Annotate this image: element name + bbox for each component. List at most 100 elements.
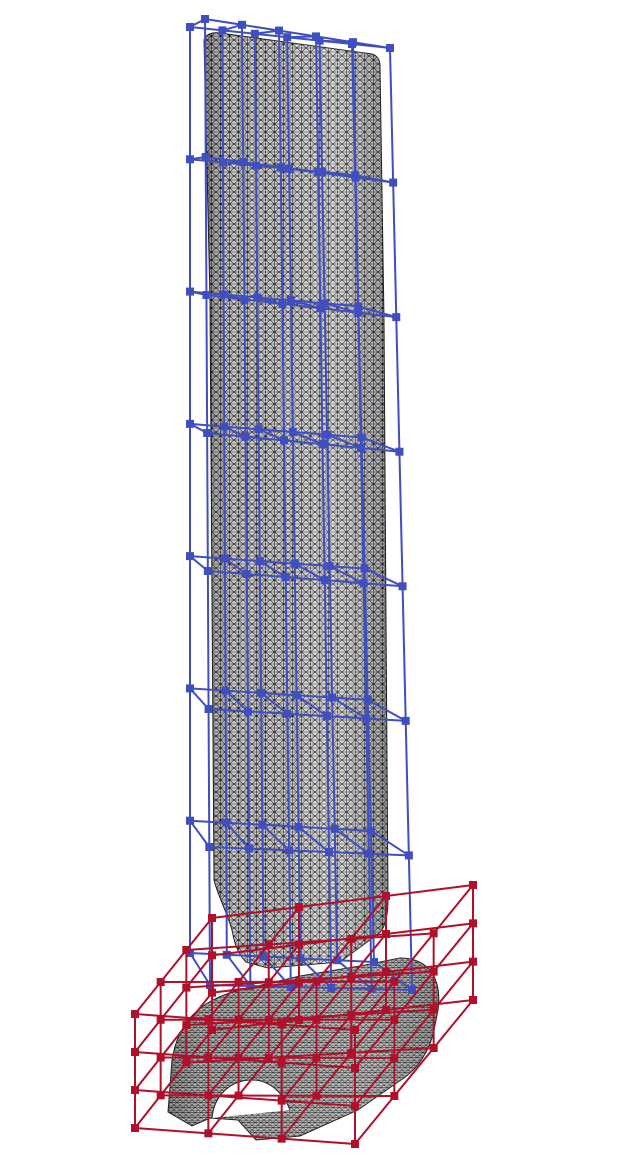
blade-ffd-edge bbox=[284, 577, 289, 714]
root-ffd-control-point bbox=[351, 1064, 359, 1072]
root-ffd-edge bbox=[159, 1062, 188, 1096]
blade-ffd-edge bbox=[224, 690, 228, 823]
root-ffd-edge bbox=[280, 1057, 318, 1102]
blade-ffd-edge bbox=[285, 576, 325, 582]
blade-ffd-edge bbox=[392, 182, 398, 318]
root-ffd-edge bbox=[281, 1061, 356, 1069]
root-ffd-edge bbox=[298, 933, 387, 946]
blade-ffd-edge bbox=[326, 433, 362, 449]
blade-ffd-edge bbox=[326, 715, 367, 720]
blade-ffd-control-point bbox=[325, 848, 334, 857]
blade-ffd-edge bbox=[241, 23, 280, 32]
blade-ffd-edge bbox=[278, 30, 282, 168]
blade-ffd-edge bbox=[256, 297, 260, 430]
root-ffd-control-point bbox=[156, 978, 165, 986]
blade-ffd-edge bbox=[358, 305, 397, 319]
blade-ffd-edge bbox=[243, 299, 247, 437]
blade-ffd-control-point bbox=[290, 559, 299, 568]
root-ffd-edge bbox=[237, 981, 270, 1021]
root-ffd-control-point bbox=[182, 1021, 191, 1030]
root-ffd-edge bbox=[134, 1013, 209, 1021]
blade-ffd-control-point bbox=[239, 158, 248, 167]
root-ffd-control-point bbox=[312, 1053, 321, 1062]
root-ffd-edge bbox=[267, 944, 300, 983]
root-ffd-control-point bbox=[156, 1053, 165, 1062]
root-ffd-control-point bbox=[204, 1091, 213, 1100]
blade-ffd-edge bbox=[297, 826, 330, 853]
root-ffd-edge bbox=[351, 970, 434, 978]
blade-ffd-edge bbox=[361, 436, 400, 453]
blade-ffd-edge bbox=[209, 846, 250, 850]
blade-ffd-control-point bbox=[392, 313, 401, 322]
blade-ffd-edge bbox=[225, 689, 262, 694]
blade-ffd-edge bbox=[225, 822, 250, 850]
root-ffd-edge bbox=[268, 1051, 352, 1059]
blade-ffd-control-point bbox=[357, 433, 366, 442]
blade-ffd-lattice bbox=[186, 15, 416, 994]
root-ffd-edge bbox=[185, 1029, 213, 1064]
root-ffd-control-point bbox=[469, 957, 477, 966]
blade-ffd-edge bbox=[407, 855, 413, 991]
root-ffd-edge bbox=[185, 917, 213, 951]
root-ffd-edge bbox=[298, 895, 387, 908]
root-ffd-edge bbox=[350, 895, 387, 940]
blade-ffd-edge bbox=[278, 29, 317, 38]
root-ffd-control-point bbox=[295, 903, 303, 911]
blade-ffd-edge bbox=[244, 298, 283, 305]
root-ffd-edge bbox=[315, 1052, 352, 1097]
blade-ffd-edge bbox=[337, 959, 375, 963]
root-ffd-edge bbox=[237, 1057, 270, 1097]
blade-ffd-edge bbox=[331, 696, 367, 720]
blade-ffd-edge bbox=[224, 425, 259, 431]
blade-ffd-edge bbox=[207, 708, 211, 848]
blade-ffd-edge bbox=[315, 36, 320, 173]
root-ffd-control-point bbox=[182, 1058, 191, 1067]
blade-ffd-control-point bbox=[320, 299, 329, 308]
root-ffd-edge bbox=[315, 1014, 352, 1059]
blade-ffd-edge bbox=[246, 573, 286, 579]
blade-ffd-control-point bbox=[259, 952, 268, 961]
blade-ffd-edge bbox=[206, 432, 209, 572]
blade-ffd-control-point bbox=[354, 308, 363, 317]
root-ffd-edge bbox=[351, 1008, 434, 1016]
blade-ffd-edge bbox=[334, 828, 370, 855]
blade-ffd-edge bbox=[245, 435, 285, 442]
blade-ffd-control-point bbox=[389, 178, 398, 187]
blade-ffd-control-point bbox=[186, 23, 194, 31]
blade-ffd-edge bbox=[204, 156, 208, 296]
blade-ffd-control-point bbox=[370, 958, 378, 966]
root-ffd-control-point bbox=[469, 996, 477, 1004]
root-ffd-control-point bbox=[390, 1015, 399, 1024]
root-ffd-control-point bbox=[131, 1010, 139, 1018]
blade-ffd-control-point bbox=[238, 20, 246, 29]
root-ffd-edge bbox=[354, 981, 396, 1031]
root-ffd-edge bbox=[354, 1019, 396, 1069]
blade-ffd-edge bbox=[283, 440, 287, 578]
root-ffd-control-point bbox=[347, 934, 356, 943]
blade-ffd-edge bbox=[297, 826, 302, 959]
blade-ffd-control-point bbox=[203, 567, 212, 575]
root-ffd-edge bbox=[185, 954, 213, 989]
root-ffd-control-point bbox=[277, 1058, 286, 1067]
blade-ffd-control-point bbox=[258, 820, 267, 829]
blade-ffd-control-point bbox=[253, 293, 262, 302]
root-ffd-edge bbox=[185, 992, 213, 1026]
blade-ffd-control-point bbox=[220, 422, 229, 431]
blade-ffd-edge bbox=[328, 851, 369, 855]
root-ffd-control-point bbox=[312, 1015, 321, 1024]
blade-ffd-edge bbox=[258, 428, 293, 433]
blade-ffd-control-point bbox=[363, 695, 372, 704]
blade-ffd-edge bbox=[189, 820, 211, 848]
blade-ffd-edge bbox=[257, 429, 261, 562]
blade-ffd-edge bbox=[404, 720, 410, 856]
blade-ffd-edge bbox=[258, 428, 285, 442]
blade-ffd-control-point bbox=[206, 981, 214, 989]
blade-ffd-control-point bbox=[349, 38, 357, 47]
root-ffd-edge bbox=[432, 922, 474, 973]
root-ffd-control-point bbox=[208, 1026, 216, 1034]
blade-ffd-edge bbox=[283, 439, 323, 446]
root-ffd-edge bbox=[134, 1094, 162, 1129]
blade-ffd-edge bbox=[328, 566, 334, 698]
root-ffd-control-point bbox=[347, 1048, 356, 1057]
blade-ffd-edge bbox=[317, 172, 322, 309]
